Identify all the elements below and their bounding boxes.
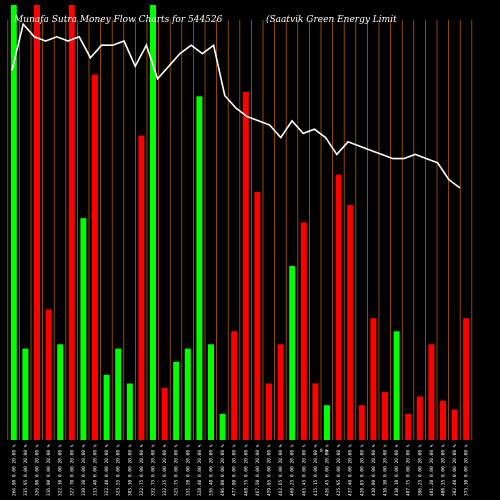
bar [138,135,145,440]
gridlines [7,20,473,440]
chart-title: Munafa Sutra Money Flow Charts for 54452… [13,15,223,25]
x-tick-label: 325.75 0.00 20.00 % [174,444,180,496]
bar [289,266,296,440]
x-tick-label: 322.75 0.00 20.00 % [139,444,145,496]
bars [10,5,470,440]
bar [231,331,238,440]
x-tick-label: 420.05 0.00 20.00 % [359,444,365,496]
x-tick-label: 468.75 0.00 20.00 % [243,444,249,496]
x-tick-label: 462.65 0.00 20.00 % [278,444,284,496]
bar [347,205,354,440]
bar [150,5,156,440]
x-tick-label: 437.40 0.00 20.00 % [348,444,354,496]
bar [254,192,261,440]
bar [266,383,272,440]
bar [10,5,17,440]
x-tick-label: 407.75 0.00 20.00 % [406,444,412,496]
x-tick-label: 316.90 0.00 20.00 % [46,444,52,496]
bar [324,405,330,440]
x-tick-label: 410.00 0.00 20.00 % [371,444,377,496]
bar [370,318,377,440]
x-tick-label: 401.20 0.00 20.00 % [429,444,435,496]
zero-percent-label: 0 % [320,448,328,454]
x-tick-label: 426.45 0.00 20.00 % [325,444,331,496]
bar [242,92,249,440]
x-tick-label: 330.30 0.00 20.00 % [81,444,87,496]
x-tick-label: 382.40 0.00 20.00 % [452,444,458,496]
bar [393,331,400,440]
x-tick-label: 410.10 0.00 20.00 % [394,444,400,496]
x-tick-label: 331.20 0.00 20.00 % [185,444,191,496]
x-tick-label: 400.35 0.00 20.00 % [441,444,447,496]
chart-subtitle: (Saatvik Green Energy Limit [266,14,397,25]
price-line [11,22,461,189]
x-tick-label: 467.50 0.00 20.00 % [255,444,261,496]
bar [277,344,284,440]
x-tick-label: 425.95 0.00 20.00 % [336,444,342,496]
bar [103,374,110,440]
bar [68,5,75,440]
bar [173,361,180,440]
bar [312,383,319,440]
x-tick-label: 373.30 0.00 20.00 % [464,444,470,496]
bar [115,348,122,440]
bar [416,396,423,440]
x-tick-label: 332.75 0.00 20.00 % [151,444,157,496]
bar [440,400,446,440]
bar [80,218,87,440]
x-tick-label: 322.30 0.00 20.00 % [58,444,64,496]
price-line-path [11,22,461,189]
bar [428,344,435,440]
x-tick-label: 460.25 0.00 20.00 % [290,444,296,496]
x-tick-label: 326.90 0.00 20.00 % [35,444,41,496]
bar [196,96,203,440]
x-tick-label: 336.40 0.00 20.00 % [209,444,215,496]
bar [382,392,388,440]
x-tick-label: 332.25 0.00 20.00 % [162,444,168,496]
x-tick-label: 266.90 0.00 20.00 % [11,444,17,496]
bar [208,344,214,440]
x-tick-label: 477.90 0.00 20.00 % [232,444,238,496]
x-tick-label: 335.95 0.00 20.00 % [23,444,29,496]
bar [300,222,307,440]
bar [57,344,64,440]
bar [126,383,133,440]
bar [34,5,40,440]
x-tick-label: 415.15 0.00 20.00 % [313,444,319,496]
x-tick-label: 313.40 0.00 20.00 % [93,444,99,496]
x-tick-label: 410.30 0.00 20.00 % [383,444,389,496]
bar [22,348,29,440]
x-tick-label: 327.70 0.00 20.00 % [69,444,75,496]
x-tick-label: 459.85 0.00 20.00 % [267,444,273,496]
x-tick-label: 328.40 0.00 20.00 % [197,444,203,496]
x-tick-labels: 266.90 0.00 20.00 % 335.95 0.00 20.00 % 32… [11,444,469,496]
bar [463,318,470,440]
bar [92,74,98,440]
x-tick-label: 496.00 0.00 20.00 % [220,444,226,496]
bar [45,309,52,440]
bar [335,174,342,440]
x-tick-label: 323.55 0.00 20.00 % [116,444,122,496]
x-tick-label: 305.30 0.00 20.00 % [127,444,133,496]
bar [219,413,226,440]
bar [405,413,412,440]
bar [161,387,168,440]
x-tick-label: 322.40 0.00 20.00 % [104,444,110,496]
bar [358,405,365,440]
x-tick-label: 465.45 0.00 20.00 % [301,444,307,496]
bar [451,409,458,440]
x-tick-label: 396.25 0.00 20.00 % [417,444,423,496]
bar [184,348,191,440]
